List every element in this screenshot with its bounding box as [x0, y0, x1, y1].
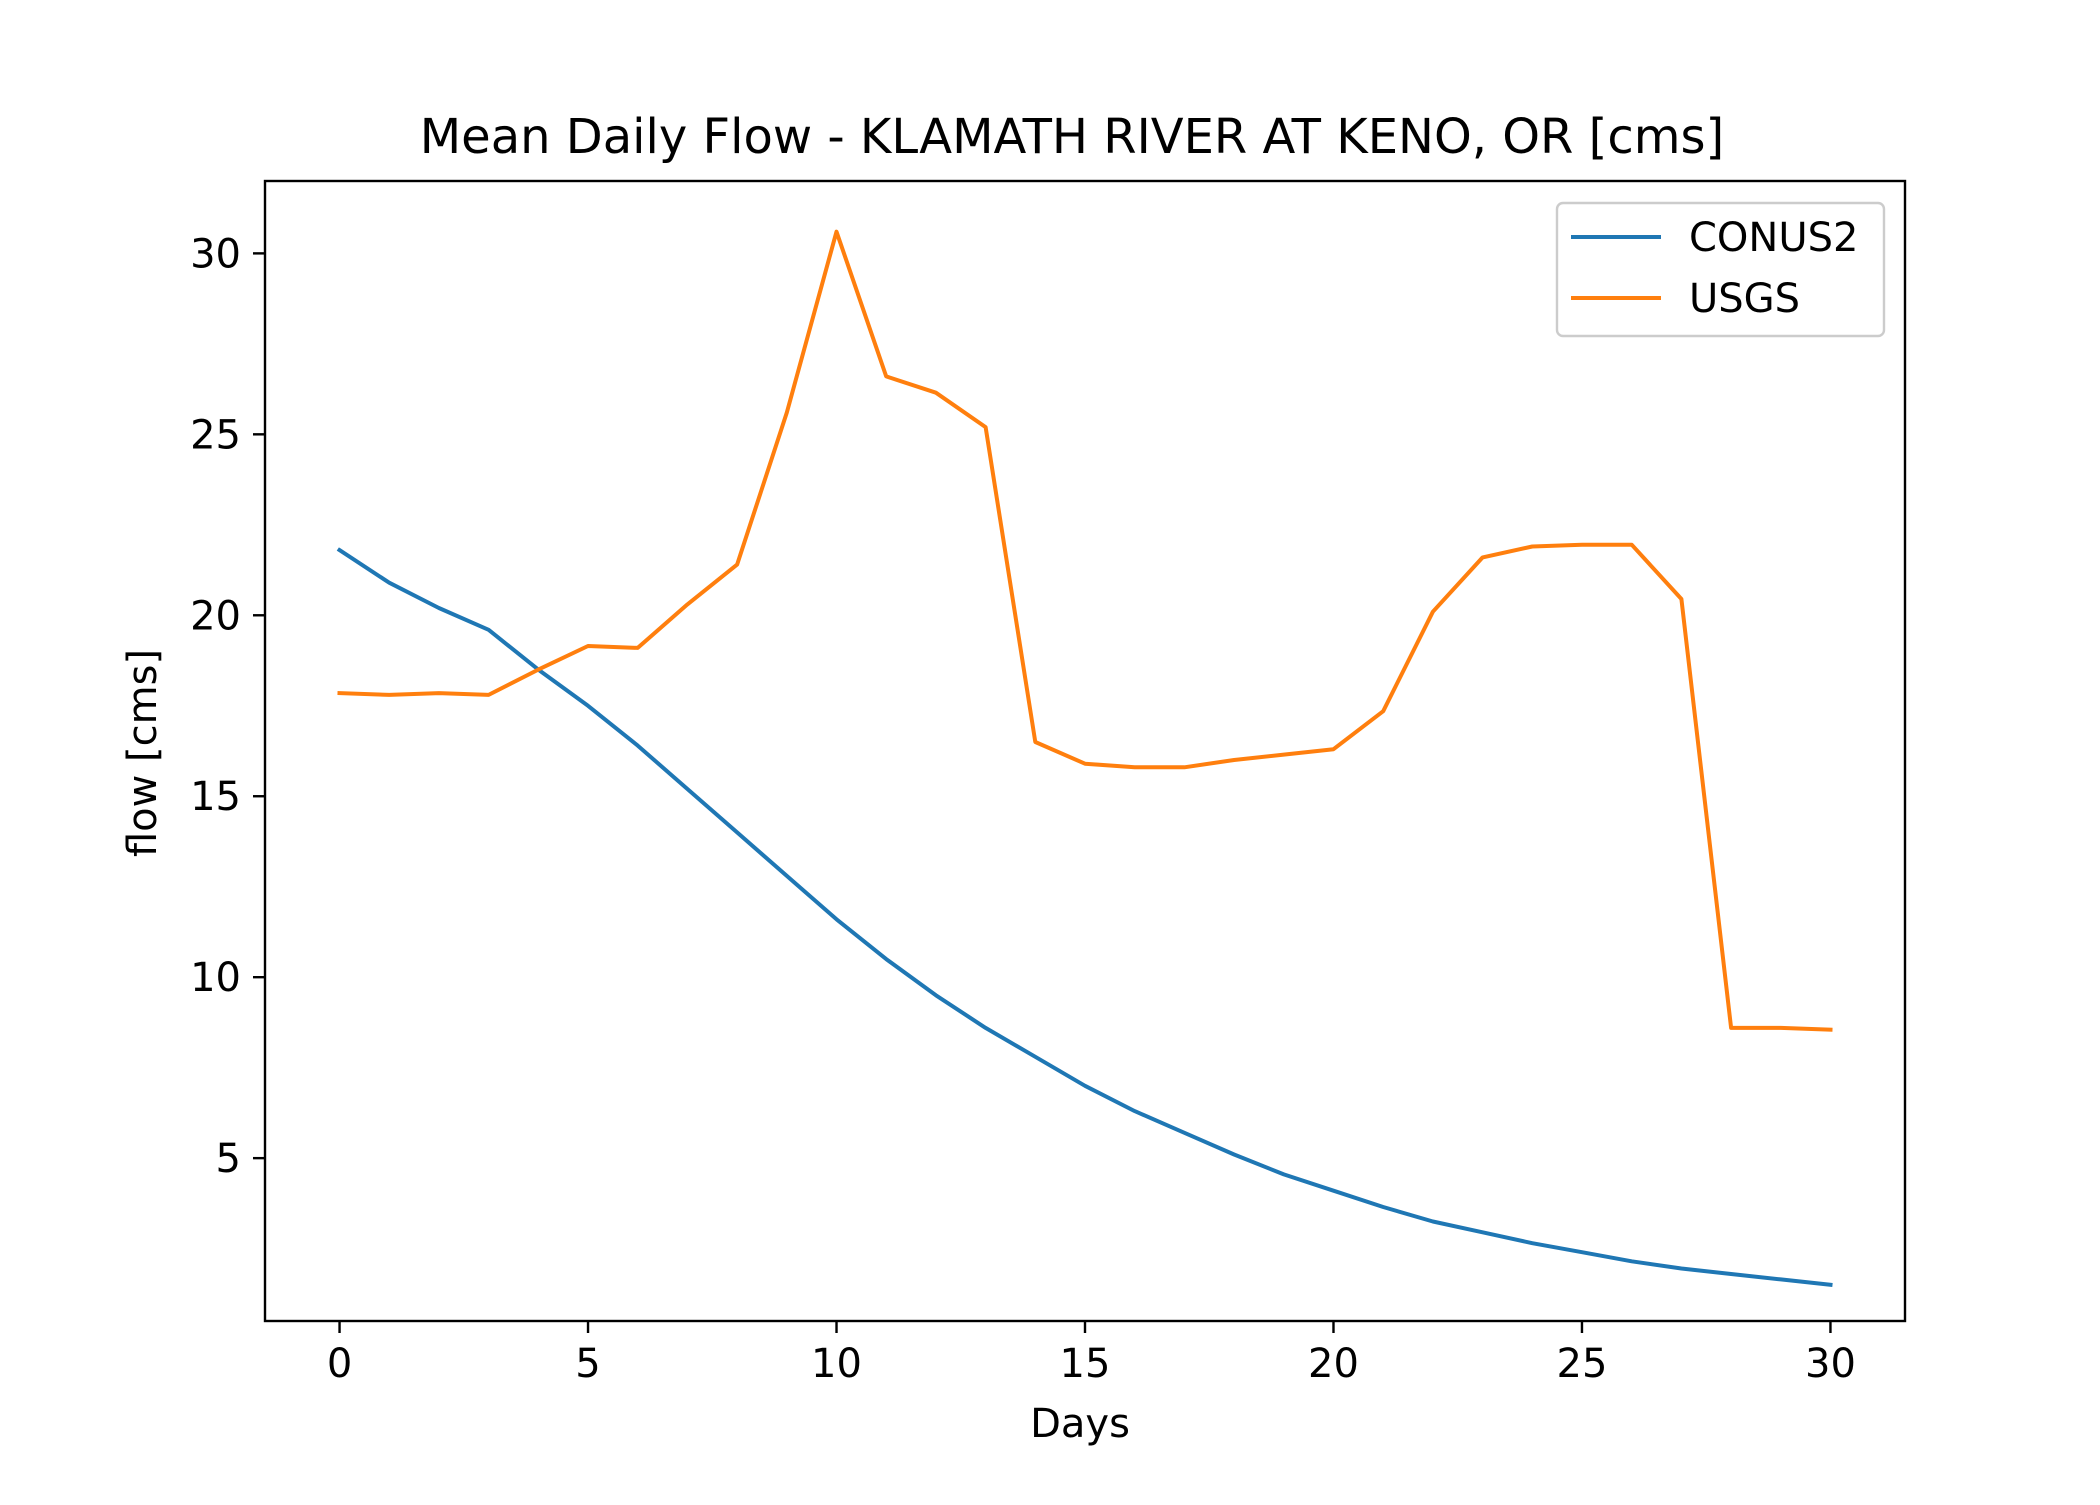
y-tick-label: 10	[190, 955, 241, 1001]
plot-area	[263, 179, 1907, 1323]
series-line-conus2	[336, 547, 1833, 1288]
legend-label-usgs: USGS	[1689, 276, 1800, 322]
legend-label-conus2: CONUS2	[1689, 215, 1858, 261]
x-tick-label: 25	[1557, 1341, 1608, 1387]
series-line-usgs	[337, 229, 1833, 1032]
y-tick-label: 30	[190, 231, 241, 277]
x-tick-label: 10	[811, 1341, 862, 1387]
y-axis-title: flow [cms]	[120, 649, 166, 857]
x-axis-ticks: 0 5 10 15 20 25 30	[327, 1321, 1856, 1387]
y-tick-label: 15	[190, 774, 241, 820]
x-tick-label: 5	[575, 1341, 600, 1387]
chart-title: Mean Daily Flow - KLAMATH RIVER AT KENO,…	[420, 109, 1724, 165]
y-tick-label: 25	[190, 412, 241, 458]
x-axis-title: Days	[1030, 1401, 1130, 1447]
x-tick-label: 0	[327, 1341, 352, 1387]
x-tick-label: 15	[1060, 1341, 1111, 1387]
legend: CONUS2 USGS	[1555, 201, 1886, 338]
y-axis-ticks: 5 10 15 20 25 30	[190, 231, 265, 1182]
plot-frame	[263, 179, 1907, 1323]
y-tick-label: 20	[190, 593, 241, 639]
x-tick-label: 20	[1308, 1341, 1359, 1387]
y-tick-label: 5	[216, 1136, 241, 1182]
x-tick-label: 30	[1805, 1341, 1856, 1387]
